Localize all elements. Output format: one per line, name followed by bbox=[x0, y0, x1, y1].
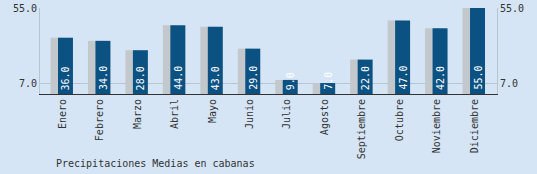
svg-text:Septiembre: Septiembre bbox=[356, 99, 367, 159]
svg-text:Diciembre: Diciembre bbox=[469, 99, 480, 153]
svg-text:36.0: 36.0 bbox=[60, 66, 71, 90]
svg-text:Febrero: Febrero bbox=[94, 99, 105, 141]
svg-text:7.0: 7.0 bbox=[323, 72, 334, 90]
svg-text:9.0: 9.0 bbox=[285, 72, 296, 90]
svg-text:Agosto: Agosto bbox=[319, 99, 330, 135]
svg-text:Marzo: Marzo bbox=[132, 99, 143, 129]
svg-text:Junio: Junio bbox=[244, 99, 255, 129]
svg-text:28.0: 28.0 bbox=[135, 66, 146, 90]
svg-text:Julio: Julio bbox=[281, 99, 292, 129]
svg-text:Noviembre: Noviembre bbox=[431, 99, 442, 153]
svg-text:22.0: 22.0 bbox=[360, 66, 371, 90]
svg-text:43.0: 43.0 bbox=[210, 66, 221, 90]
svg-text:7.0: 7.0 bbox=[19, 78, 37, 89]
svg-text:Abril: Abril bbox=[169, 99, 180, 129]
svg-text:44.0: 44.0 bbox=[173, 66, 184, 90]
svg-text:7.0: 7.0 bbox=[500, 78, 518, 89]
svg-text:34.0: 34.0 bbox=[98, 66, 109, 90]
svg-text:55.0: 55.0 bbox=[500, 3, 524, 14]
svg-text:42.0: 42.0 bbox=[435, 66, 446, 90]
svg-text:Precipitaciones Medias en caba: Precipitaciones Medias en cabanas bbox=[56, 158, 255, 169]
svg-text:Enero: Enero bbox=[57, 99, 68, 129]
svg-text:Mayo: Mayo bbox=[207, 99, 218, 123]
svg-text:47.0: 47.0 bbox=[398, 66, 409, 90]
svg-text:55.0: 55.0 bbox=[13, 3, 37, 14]
svg-text:Octubre: Octubre bbox=[394, 99, 405, 141]
svg-text:55.0: 55.0 bbox=[473, 65, 484, 89]
svg-text:29.0: 29.0 bbox=[248, 66, 259, 90]
